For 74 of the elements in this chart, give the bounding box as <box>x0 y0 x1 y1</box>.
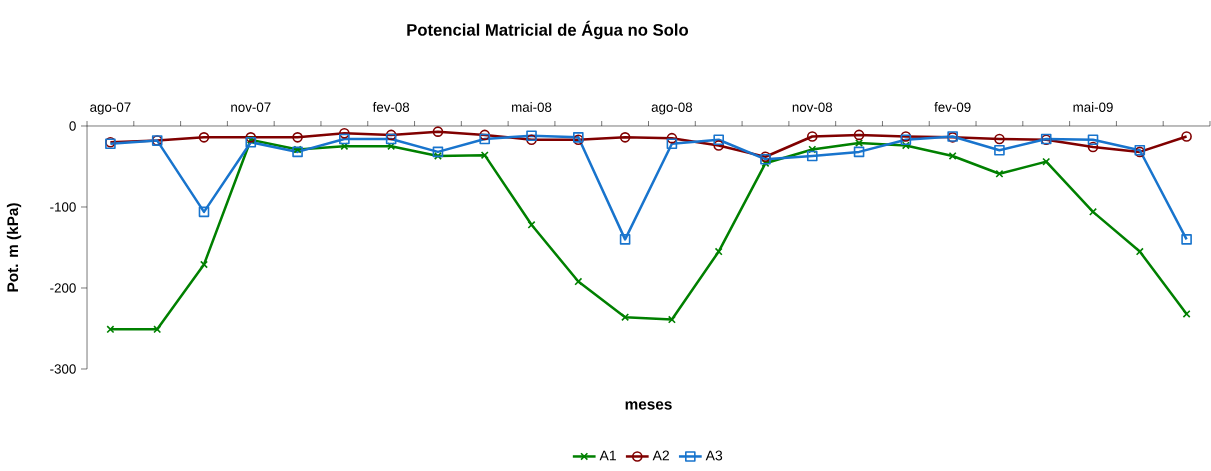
point <box>1181 131 1192 142</box>
point <box>527 220 536 229</box>
point <box>901 141 910 150</box>
point <box>621 313 630 322</box>
point <box>385 129 397 141</box>
x-tick-label: mai-09 <box>1073 102 1113 112</box>
point <box>1089 207 1097 216</box>
point <box>713 140 724 151</box>
legend-label: A2 <box>652 450 669 461</box>
point <box>106 325 115 334</box>
point <box>1087 141 1099 153</box>
point <box>994 133 1005 145</box>
point <box>574 277 583 286</box>
point <box>1135 247 1144 256</box>
point <box>900 131 912 142</box>
point <box>385 133 397 145</box>
point <box>387 142 396 151</box>
point <box>806 150 818 162</box>
point <box>761 159 770 168</box>
point <box>853 129 865 141</box>
point <box>948 151 957 160</box>
x-axis-title: meses <box>625 401 672 410</box>
point <box>200 260 208 269</box>
point <box>994 144 1005 156</box>
point <box>666 132 678 144</box>
y-axis-title: Pot. m (kPa) <box>6 203 22 292</box>
x-tick-label: nov-07 <box>231 102 271 112</box>
y-tick-label: -200 <box>50 283 76 293</box>
x-tick-label: fev-09 <box>934 102 971 112</box>
legend-label: A3 <box>705 450 723 461</box>
point <box>806 131 818 142</box>
point <box>714 247 723 256</box>
point <box>339 133 350 145</box>
y-tick-label: -100 <box>50 202 76 212</box>
point <box>153 325 162 334</box>
point <box>713 134 724 146</box>
point <box>245 136 257 148</box>
point <box>339 127 350 139</box>
point <box>853 146 865 158</box>
y-tick-label: 0 <box>69 121 76 131</box>
point <box>293 145 302 154</box>
y-tick-label: -300 <box>50 364 76 374</box>
x-tick-label: mai-08 <box>512 102 552 112</box>
point <box>1181 234 1192 245</box>
point <box>479 133 491 145</box>
point <box>292 132 303 143</box>
point <box>667 315 676 324</box>
x-tick-label: nov-08 <box>792 102 833 112</box>
point <box>855 139 864 147</box>
point <box>480 151 489 160</box>
point <box>1042 157 1051 166</box>
point <box>432 146 444 158</box>
legend-label: A1 <box>599 450 616 461</box>
point <box>1087 134 1099 146</box>
point <box>198 132 210 143</box>
point <box>666 138 678 150</box>
point <box>433 151 442 160</box>
point <box>619 132 631 143</box>
point <box>808 145 817 154</box>
point <box>479 129 491 141</box>
x-tick-label: fev-08 <box>372 102 410 112</box>
point <box>900 134 912 146</box>
point <box>340 142 349 151</box>
chart-title: Potencial Matricial de Água no Solo <box>407 20 689 40</box>
point <box>526 130 537 142</box>
point <box>198 206 210 218</box>
point <box>432 126 444 137</box>
point <box>292 146 303 158</box>
point <box>526 134 537 146</box>
point <box>619 234 631 245</box>
x-tick-label: ago-08 <box>651 102 693 115</box>
x-tick-label: ago-07 <box>90 102 131 115</box>
point <box>995 169 1004 178</box>
point <box>1182 309 1191 318</box>
